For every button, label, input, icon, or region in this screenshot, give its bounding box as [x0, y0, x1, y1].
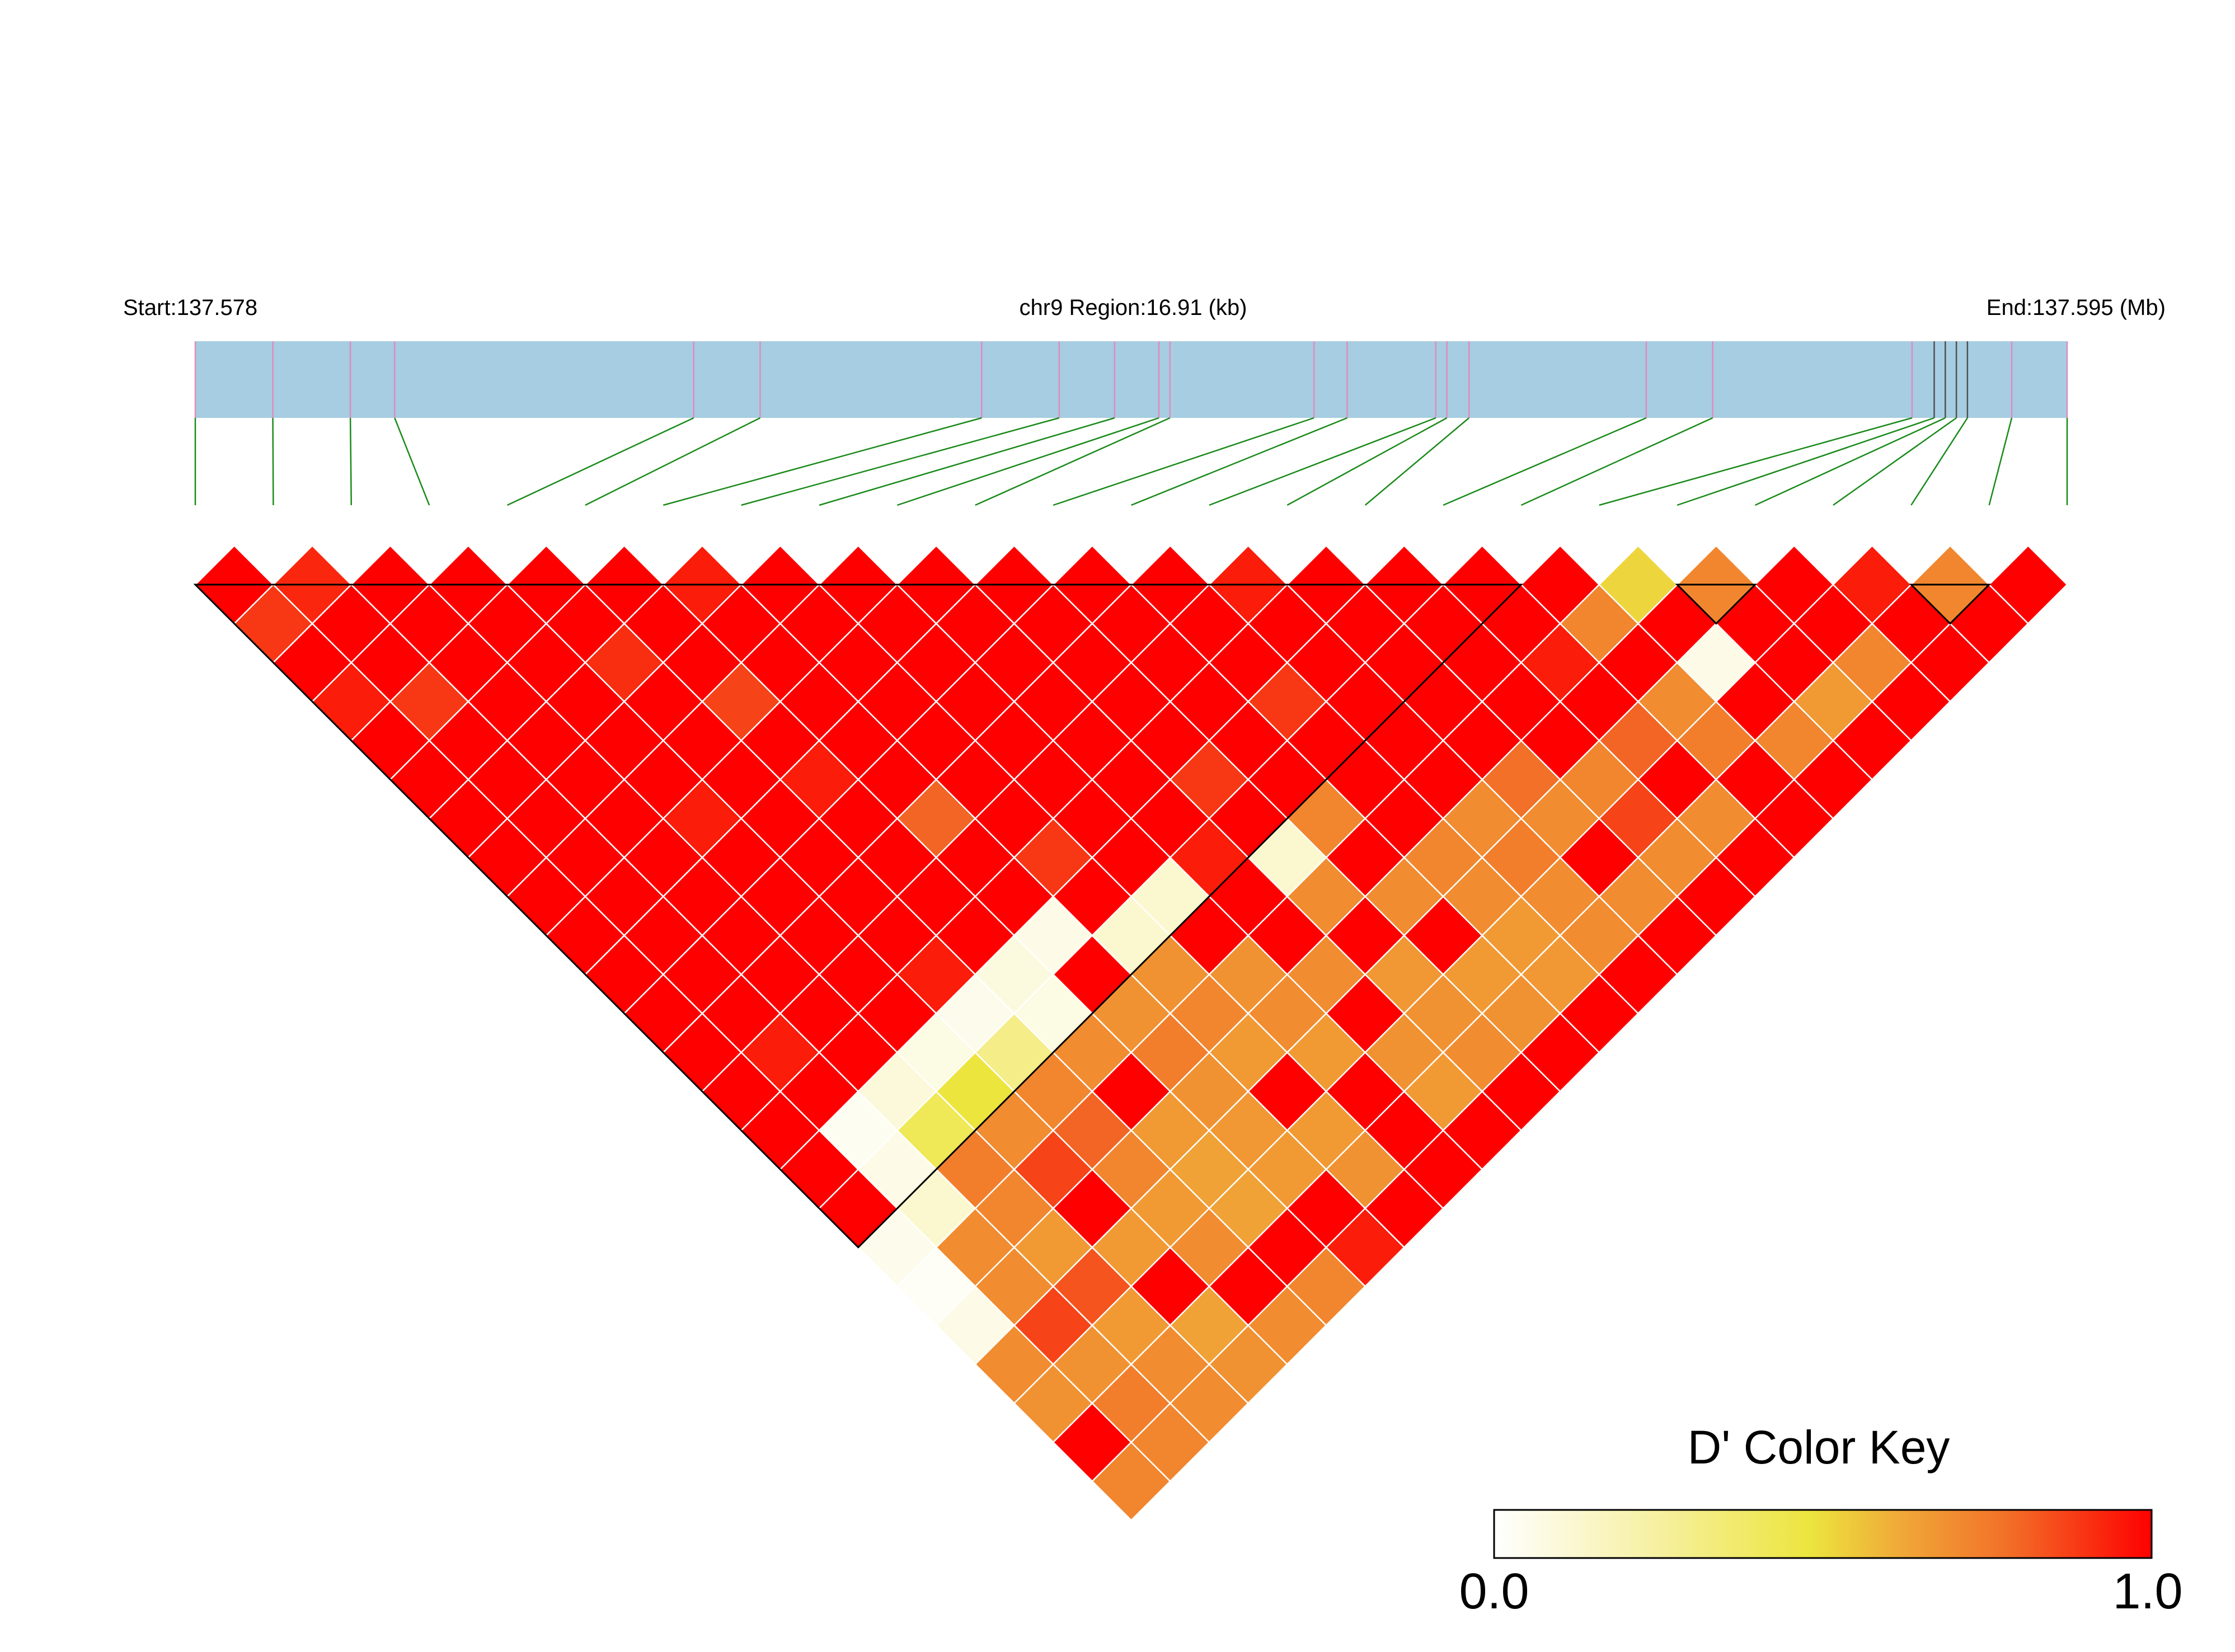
snp-marker-lines: [194, 341, 2068, 418]
snp-connector-8: [741, 417, 1060, 506]
color-key-max-label: 1.0: [2112, 1564, 2182, 1620]
snp-connector-10: [896, 417, 1159, 506]
snp-connector-6: [585, 417, 760, 506]
snp-connector-9: [819, 417, 1115, 506]
ld-block-20-21: [1675, 583, 1758, 625]
snp-connector-2: [272, 417, 274, 506]
snp-connector-4: [394, 417, 430, 506]
ld-block-1-18: [193, 583, 1523, 1249]
snp-connector-22: [1833, 417, 1957, 506]
snp-connector-11: [975, 417, 1171, 506]
snp-connector-lines: [194, 417, 2068, 506]
region-end-label: End:137.595 (Mb): [1987, 295, 2166, 320]
gene-region-bar: [195, 341, 2067, 418]
snp-connector-16: [1364, 417, 1469, 506]
ld-cell-24-25: [1988, 544, 2068, 625]
region-title-label: chr9 Region:16.91 (kb): [1020, 295, 1247, 320]
color-key-title: D' Color Key: [1688, 1421, 1950, 1474]
snp-connector-20: [1677, 417, 1935, 506]
snp-connector-3: [349, 417, 352, 506]
snp-connector-17: [1443, 417, 1647, 506]
snp-connector-5: [506, 417, 694, 506]
snp-connector-12: [1053, 417, 1314, 506]
snp-connector-15: [1286, 417, 1448, 506]
snp-connector-21: [1754, 417, 1946, 506]
snp-connector-14: [1209, 417, 1436, 506]
snp-connector-24: [1988, 417, 2013, 506]
color-key-min-label: 0.0: [1459, 1564, 1529, 1620]
region-start-label: Start:137.578: [123, 295, 257, 320]
snp-connector-13: [1131, 417, 1347, 506]
snp-connector-23: [1910, 417, 1968, 506]
ld-cells: [194, 544, 2068, 1522]
ld-block-23-24: [1909, 583, 1992, 625]
snp-connector-7: [663, 417, 982, 506]
ld-block-outlines: [193, 583, 1992, 1249]
snp-connector-18: [1520, 417, 1713, 506]
snp-connector-19: [1599, 417, 1913, 506]
color-key-gradient-bar: [1493, 1509, 2153, 1559]
